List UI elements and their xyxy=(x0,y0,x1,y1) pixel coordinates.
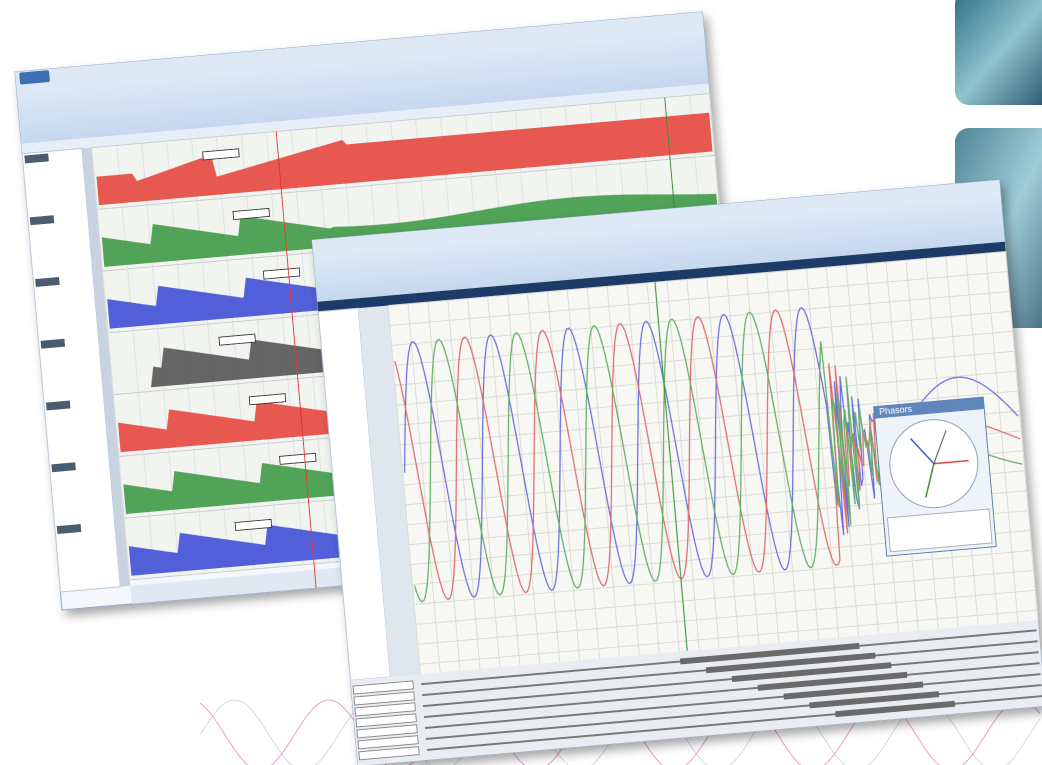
grid-line xyxy=(417,589,1036,645)
strip-grid xyxy=(107,332,114,395)
strip-grid xyxy=(102,271,109,333)
axis-strip xyxy=(81,147,131,587)
digital-trace xyxy=(422,651,1039,708)
value-flag xyxy=(262,267,301,280)
value-flag xyxy=(234,518,273,532)
plot-area xyxy=(388,251,1038,675)
grid-line xyxy=(394,330,1013,386)
strip-signal xyxy=(101,193,718,267)
strip-grid xyxy=(132,330,139,393)
grid-line xyxy=(415,569,1034,625)
phasor-title: Phasors xyxy=(879,404,913,417)
digital-label xyxy=(352,680,415,695)
strip-grid xyxy=(112,394,120,457)
strip-label xyxy=(29,215,55,226)
cursor-red[interactable] xyxy=(275,131,317,588)
grid-line xyxy=(546,291,581,661)
grid-line xyxy=(666,281,700,650)
grid-line xyxy=(467,298,501,668)
grid-line xyxy=(706,277,740,647)
strip-label xyxy=(24,153,49,164)
grid-line xyxy=(526,293,561,663)
phasor-table xyxy=(886,508,993,553)
grid-line xyxy=(398,370,1017,426)
app-tab[interactable] xyxy=(19,70,50,85)
digital-bar xyxy=(731,662,892,683)
grid-line xyxy=(1005,251,1039,621)
grid-line xyxy=(396,350,1015,406)
digital-bar xyxy=(809,691,940,709)
digital-label xyxy=(358,746,420,761)
value-flag xyxy=(232,207,271,221)
grid-line xyxy=(606,286,640,656)
channel-list xyxy=(21,147,121,593)
ribbon xyxy=(312,179,1005,302)
grid-line xyxy=(746,274,780,643)
value-flag xyxy=(202,148,240,161)
strip-grid xyxy=(91,147,98,210)
value-flag xyxy=(218,333,256,346)
digital-bar xyxy=(783,681,924,700)
phasor-vector xyxy=(933,459,969,465)
y-axis xyxy=(358,305,421,677)
toolbar xyxy=(317,241,1006,312)
grid-line xyxy=(805,268,840,638)
phasor-vector xyxy=(910,438,935,465)
phasor-titlebar xyxy=(873,397,985,419)
ribbon xyxy=(15,11,709,144)
window-front: Phasors xyxy=(311,179,1042,765)
strip-label xyxy=(40,338,66,349)
grid-line xyxy=(785,270,820,640)
grid-line xyxy=(387,305,421,675)
toolbar xyxy=(21,83,710,154)
grid-line xyxy=(726,275,760,645)
grid-line xyxy=(447,300,481,670)
phasor-window[interactable]: Phasors xyxy=(873,396,997,557)
digital-label xyxy=(357,735,419,750)
grid-line xyxy=(393,310,1011,366)
phasor-vector xyxy=(933,430,947,464)
grid-line xyxy=(586,288,620,657)
strip-grid xyxy=(96,209,104,272)
digital-trace xyxy=(424,673,1041,730)
strip-label xyxy=(56,523,82,535)
strip-label xyxy=(51,462,76,473)
digital-bar xyxy=(679,642,860,665)
value-flag xyxy=(278,452,317,465)
strip-label xyxy=(45,400,71,411)
digital-bar xyxy=(835,700,956,718)
grid-line xyxy=(400,390,1018,446)
phasor-vector xyxy=(925,463,935,498)
digital-label xyxy=(356,724,418,739)
grid-line xyxy=(419,609,1038,665)
digital-label xyxy=(355,713,417,728)
strip-label xyxy=(35,276,60,288)
digital-label xyxy=(354,702,416,717)
digital-traces xyxy=(352,629,1042,761)
grid-line xyxy=(487,296,521,666)
value-flag xyxy=(248,393,287,406)
grid-line xyxy=(626,284,660,654)
deco-panel xyxy=(955,0,1042,105)
grid-line xyxy=(387,251,1006,307)
grid-line xyxy=(825,267,860,636)
digital-bar xyxy=(757,671,908,691)
digital-trace xyxy=(423,662,1040,719)
digital-bar xyxy=(705,652,876,674)
grid-line xyxy=(566,289,601,659)
tab-bar xyxy=(15,11,704,86)
grid-line xyxy=(414,549,1032,605)
strip-grid xyxy=(123,518,131,580)
grid-line xyxy=(985,253,1019,622)
grid-line xyxy=(389,271,1008,327)
strip-grid xyxy=(118,456,125,519)
tab-bar xyxy=(312,179,1001,252)
grid-line xyxy=(845,265,880,635)
digital-label xyxy=(353,691,416,706)
grid-line xyxy=(407,303,441,673)
strip-signal xyxy=(96,112,713,206)
